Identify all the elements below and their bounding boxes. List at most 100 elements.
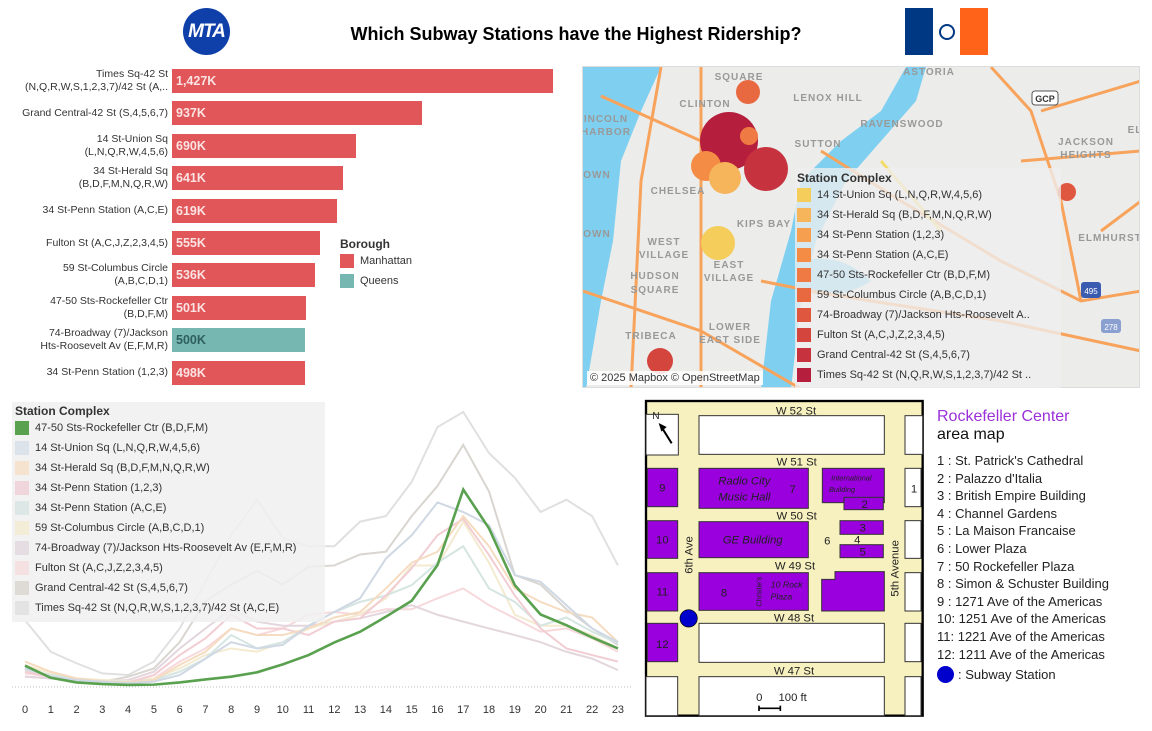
- bar-value-label: 498K: [176, 365, 206, 380]
- x-tick-label: 19: [508, 704, 521, 716]
- street-label: W 51 St: [777, 457, 818, 469]
- map-attribution[interactable]: © 2025 Mapbox © OpenStreetMap: [587, 371, 763, 385]
- map-legend-item[interactable]: Grand Central-42 St (S,4,5,6,7): [797, 345, 1061, 365]
- bar[interactable]: [172, 328, 306, 353]
- x-tick-label: 14: [379, 704, 393, 716]
- borough-legend-title: Borough: [340, 237, 390, 251]
- bar-category-label: Times Sq-42 St (N,Q,R,W,S,1,2,3,7)/42 St …: [25, 68, 168, 94]
- bar[interactable]: [172, 295, 306, 320]
- building-number: 4: [854, 535, 860, 547]
- line-legend-item[interactable]: 47-50 Sts-Rockefeller Ctr (B,D,F,M): [15, 418, 325, 438]
- block-label: Plaza: [771, 592, 793, 602]
- bar[interactable]: [172, 231, 321, 255]
- x-tick-label: 0: [21, 704, 29, 716]
- legend-swatch: [15, 481, 29, 495]
- map-legend-item[interactable]: 47-50 Sts-Rockefeller Ctr (B,D,F,M): [797, 265, 1061, 285]
- line-legend-item[interactable]: 59 St-Columbus Circle (A,B,C,D,1): [15, 518, 325, 538]
- north-label: N: [652, 411, 659, 422]
- legend-label: 34 St-Herald Sq (B,D,F,M,N,Q,R,W): [817, 209, 992, 221]
- nyc-flag: [905, 8, 989, 55]
- line-legend-item[interactable]: 34 St-Herald Sq (B,D,F,M,N,Q,R,W): [15, 458, 325, 478]
- bar-value-label: 1,427K: [176, 74, 217, 88]
- line-legend-title: Station Complex: [15, 404, 110, 418]
- line-legend-item[interactable]: 74-Broadway (7)/Jackson Hts-Roosevelt Av…: [15, 538, 325, 558]
- highway-shield: GCP: [1035, 94, 1055, 104]
- legend-label: 34 St-Herald Sq (B,D,F,M,N,Q,R,W): [35, 462, 210, 474]
- highway-shield: 278: [1104, 323, 1118, 332]
- line-legend-item[interactable]: Fulton St (A,C,J,Z,2,3,4,5): [15, 558, 325, 578]
- rockefeller-legend-item: 2 : Palazzo d'Italia: [937, 470, 1043, 486]
- bubble-herald-sq: [709, 162, 741, 194]
- map-legend-item[interactable]: Fulton St (A,C,J,Z,2,3,4,5): [797, 325, 1061, 345]
- map-legend-item[interactable]: 14 St-Union Sq (L,N,Q,R,W,4,5,6): [797, 185, 1061, 205]
- bar-value-label: 641K: [176, 171, 206, 186]
- place-label: CLINTON: [679, 99, 730, 110]
- line-legend-item[interactable]: 14 St-Union Sq (L,N,Q,R,W,4,5,6): [15, 438, 325, 458]
- building-2: [843, 496, 884, 511]
- bar-category-label: 34 St-Penn Station (1,2,3): [47, 366, 168, 379]
- map-legend-item[interactable]: Times Sq-42 St (N,Q,R,W,S,1,2,3,7)/42 St…: [797, 365, 1061, 385]
- legend-label: Times Sq-42 St (N,Q,R,W,S,1,2,3,7)/42 St…: [817, 369, 1032, 381]
- bar[interactable]: [172, 198, 338, 223]
- legend-item-manhattan[interactable]: Manhattan: [340, 251, 412, 271]
- building-number: 3: [860, 523, 866, 535]
- legend-swatch: [797, 348, 811, 362]
- x-tick-label: 20: [534, 704, 547, 716]
- bar-label-line: (B,D,F,M,N,Q,R,W): [78, 178, 168, 191]
- legend-label: 14 St-Union Sq (L,N,Q,R,W,4,5,6): [817, 189, 983, 201]
- bar-value-label: 501K: [176, 300, 206, 315]
- x-tick-label: 7: [202, 704, 209, 716]
- place-label: SUTTON: [795, 139, 842, 150]
- bar-label-line: Fulton St (A,C,J,Z,2,3,4,5): [46, 236, 168, 249]
- bar[interactable]: [172, 101, 423, 126]
- x-tick-label: 16: [431, 704, 444, 716]
- series-line-47-50-sts-rockefeller-ctr-b-d-f-m-[interactable]: [24, 486, 619, 687]
- bar-value-label: 555K: [176, 236, 206, 250]
- place-label: JACKSON: [1058, 137, 1114, 148]
- bar-label-line: Hts-Roosevelt Av (E,F,M,R): [40, 340, 168, 353]
- place-label: ASTORIA: [903, 67, 955, 78]
- bar-category-label: 34 St-Herald Sq (B,D,F,M,N,Q,R,W): [79, 165, 168, 191]
- rockefeller-legend-item: 8 : Simon & Schuster Building: [937, 576, 1109, 592]
- bar-label-line: 34 St-Penn Station (A,C,E): [42, 204, 168, 217]
- bar[interactable]: [172, 69, 553, 93]
- x-tick-label: 21: [560, 704, 573, 716]
- map-legend-item[interactable]: 59 St-Columbus Circle (A,B,C,D,1): [797, 285, 1061, 305]
- line-legend-item[interactable]: Grand Central-42 St (S,4,5,6,7): [15, 578, 325, 598]
- subway-legend-label: : Subway Station: [958, 667, 1056, 683]
- place-label: EL: [1128, 125, 1140, 136]
- station-bubbles: [647, 80, 1076, 374]
- line-legend-item[interactable]: 34 St-Penn Station (A,C,E): [15, 498, 325, 518]
- block-label: Music Hall: [718, 492, 771, 504]
- bar[interactable]: [172, 263, 316, 288]
- building-12: [646, 622, 679, 663]
- rockefeller-legend: Rockefeller Center area map 1 : St. Patr…: [937, 408, 1109, 684]
- x-tick-label: 3: [99, 704, 106, 716]
- place-label: WEST: [648, 237, 681, 248]
- map-legend-item[interactable]: 34 St-Penn Station (1,2,3): [797, 225, 1061, 245]
- bar[interactable]: [172, 133, 357, 158]
- x-tick-label: 22: [586, 704, 599, 716]
- bar[interactable]: [172, 166, 344, 191]
- map-legend-item[interactable]: 74-Broadway (7)/Jackson Hts-Roosevelt A.…: [797, 305, 1061, 325]
- map-legend-item[interactable]: 34 St-Herald Sq (B,D,F,M,N,Q,R,W): [797, 205, 1061, 225]
- line-legend-item[interactable]: 34 St-Penn Station (1,2,3): [15, 478, 325, 498]
- legend-item-queens[interactable]: Queens: [340, 271, 412, 291]
- x-tick-label: 13: [354, 704, 367, 716]
- x-tick-label: 11: [302, 704, 315, 716]
- legend-label: 59 St-Columbus Circle (A,B,C,D,1): [35, 522, 205, 534]
- place-label: EAST SIDE: [699, 335, 761, 346]
- map-legend-item[interactable]: 34 St-Penn Station (A,C,E): [797, 245, 1061, 265]
- line-legend-item[interactable]: Times Sq-42 St (N,Q,R,W,S,1,2,3,7)/42 St…: [15, 598, 325, 618]
- bar-category-label: 14 St-Union Sq (L,N,Q,R,W,4,5,6): [85, 133, 168, 159]
- map-legend: Station Complex 14 St-Union Sq (L,N,Q,R,…: [795, 168, 1061, 388]
- rockefeller-area-map: W 52 St W 51 St W 50 St W 49 St W 48 St …: [644, 399, 924, 717]
- building-number: 6: [824, 535, 830, 547]
- building-5: [839, 544, 884, 559]
- building-number: 10: [656, 534, 669, 546]
- subway-legend-item: : Subway Station: [937, 666, 1109, 684]
- bar[interactable]: [172, 360, 305, 385]
- legend-swatch: [340, 254, 354, 268]
- building-number: 7: [790, 484, 796, 496]
- x-tick-label: 2: [73, 704, 80, 716]
